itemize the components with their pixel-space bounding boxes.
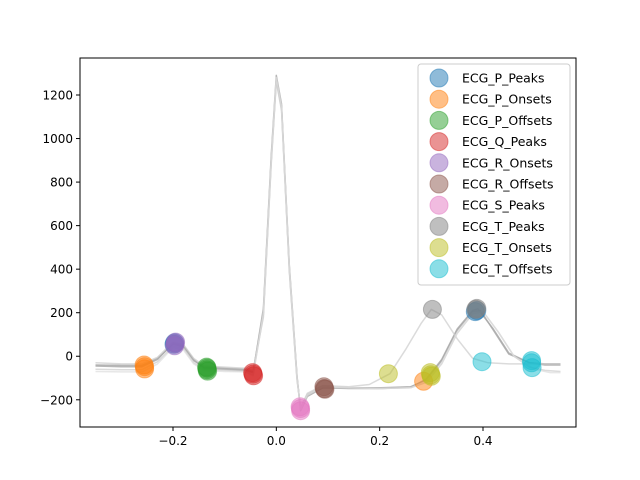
legend-marker-ecg-t-onsets: [429, 238, 449, 258]
marker-ecg-t-offsets: [472, 352, 492, 372]
legend-label-ecg-q-peaks: ECG_Q_Peaks: [462, 134, 547, 149]
y-tick-label: 600: [50, 219, 73, 233]
marker-ecg-q-peaks: [244, 366, 264, 386]
y-tick-label: 1200: [42, 89, 73, 103]
marker-ecg-t-peaks: [467, 298, 487, 318]
legend-marker-ecg-s-peaks: [429, 195, 449, 215]
legend-marker-ecg-t-offsets: [429, 259, 449, 279]
legend-marker-ecg-t-peaks: [429, 216, 449, 236]
x-tick-label: −0.2: [158, 434, 187, 448]
y-tick-label: 1000: [42, 132, 73, 146]
y-tick-label: 0: [65, 350, 73, 364]
y-tick-label: 400: [50, 263, 73, 277]
x-tick-label: 0.2: [370, 434, 389, 448]
marker-ecg-p-offsets: [198, 361, 218, 381]
y-axis: −200 0 200 400 600 800 1000 1200: [40, 89, 80, 407]
x-axis: −0.2 0.0 0.2 0.4: [158, 427, 493, 448]
legend-label-ecg-p-peaks: ECG_P_Peaks: [462, 71, 545, 86]
x-tick-label: 0.4: [473, 434, 492, 448]
legend-marker-ecg-p-peaks: [429, 68, 449, 88]
y-tick-label: 200: [50, 306, 73, 320]
plot-area-frame: [79, 57, 577, 428]
y-tick-label: −200: [40, 393, 73, 407]
marker-points: [134, 298, 542, 421]
marker-ecg-t-peaks: [422, 299, 442, 319]
marker-ecg-t-offsets: [522, 358, 542, 378]
legend-marker-ecg-r-onsets: [429, 153, 449, 173]
legend-label-ecg-p-offsets: ECG_P_Offsets: [462, 113, 552, 128]
marker-ecg-s-peaks: [291, 401, 311, 421]
legend-label-ecg-t-offsets: ECG_T_Offsets: [462, 261, 553, 276]
legend-label-ecg-r-onsets: ECG_R_Onsets: [462, 155, 553, 170]
legend-marker-ecg-r-offsets: [429, 174, 449, 194]
legend-marker-ecg-p-onsets: [429, 89, 449, 109]
legend: ECG_P_Peaks ECG_P_Onsets ECG_P_Offsets ECG_…: [417, 63, 571, 286]
marker-ecg-p-onsets: [135, 359, 155, 379]
legend-label-ecg-t-peaks: ECG_T_Peaks: [462, 219, 545, 234]
marker-ecg-t-onsets: [421, 366, 441, 386]
marker-ecg-r-onsets: [166, 332, 186, 352]
legend-marker-ecg-q-peaks: [429, 132, 449, 152]
legend-marker-ecg-p-offsets: [429, 110, 449, 130]
marker-ecg-t-onsets: [378, 364, 398, 384]
legend-label-ecg-p-onsets: ECG_P_Onsets: [462, 92, 552, 107]
x-tick-label: 0.0: [267, 434, 286, 448]
marker-ecg-r-offsets: [315, 379, 335, 399]
legend-box: [417, 63, 571, 286]
legend-label-ecg-r-offsets: ECG_R_Offsets: [462, 177, 554, 192]
legend-label-ecg-t-onsets: ECG_T_Onsets: [462, 240, 552, 255]
legend-label-ecg-s-peaks: ECG_S_Peaks: [462, 198, 545, 213]
y-tick-label: 800: [50, 176, 73, 190]
